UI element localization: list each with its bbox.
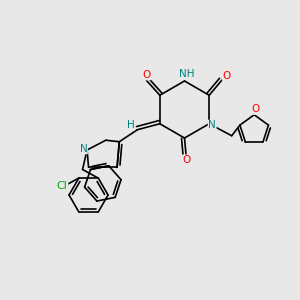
- Text: N: N: [208, 120, 216, 130]
- Text: O: O: [142, 70, 150, 80]
- Text: O: O: [183, 155, 191, 165]
- Text: N: N: [80, 144, 87, 154]
- Text: O: O: [251, 104, 259, 114]
- Text: O: O: [223, 71, 231, 81]
- Text: H: H: [127, 120, 135, 130]
- Text: Cl: Cl: [57, 181, 68, 190]
- Text: NH: NH: [179, 69, 195, 80]
